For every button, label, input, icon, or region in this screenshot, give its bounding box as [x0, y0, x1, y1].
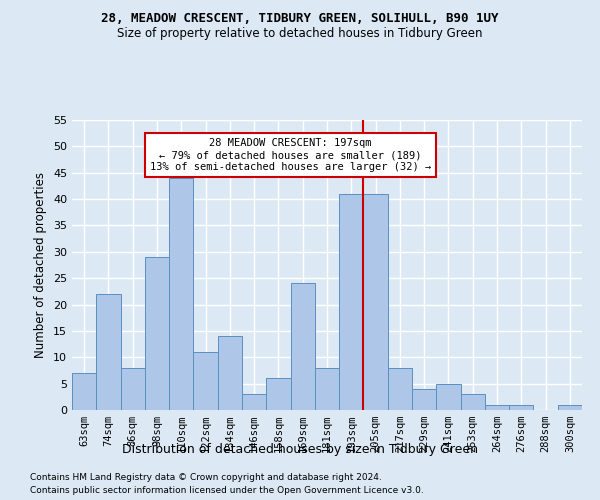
Bar [169, 178, 193, 410]
Text: Contains HM Land Registry data © Crown copyright and database right 2024.: Contains HM Land Registry data © Crown c… [30, 472, 382, 482]
Bar [461, 394, 485, 410]
Text: 28, MEADOW CRESCENT, TIDBURY GREEN, SOLIHULL, B90 1UY: 28, MEADOW CRESCENT, TIDBURY GREEN, SOLI… [101, 12, 499, 26]
Bar [412, 389, 436, 410]
Bar [364, 194, 388, 410]
Bar [121, 368, 145, 410]
Bar [193, 352, 218, 410]
Bar [266, 378, 290, 410]
Bar [558, 404, 582, 410]
Text: Contains public sector information licensed under the Open Government Licence v3: Contains public sector information licen… [30, 486, 424, 495]
Bar [72, 373, 96, 410]
Bar [509, 404, 533, 410]
Bar [96, 294, 121, 410]
Bar [339, 194, 364, 410]
Bar [242, 394, 266, 410]
Text: Distribution of detached houses by size in Tidbury Green: Distribution of detached houses by size … [122, 442, 478, 456]
Bar [315, 368, 339, 410]
Y-axis label: Number of detached properties: Number of detached properties [34, 172, 47, 358]
Bar [485, 404, 509, 410]
Bar [218, 336, 242, 410]
Bar [436, 384, 461, 410]
Bar [388, 368, 412, 410]
Text: Size of property relative to detached houses in Tidbury Green: Size of property relative to detached ho… [117, 28, 483, 40]
Text: 28 MEADOW CRESCENT: 197sqm
← 79% of detached houses are smaller (189)
13% of sem: 28 MEADOW CRESCENT: 197sqm ← 79% of deta… [150, 138, 431, 172]
Bar [290, 284, 315, 410]
Bar [145, 257, 169, 410]
